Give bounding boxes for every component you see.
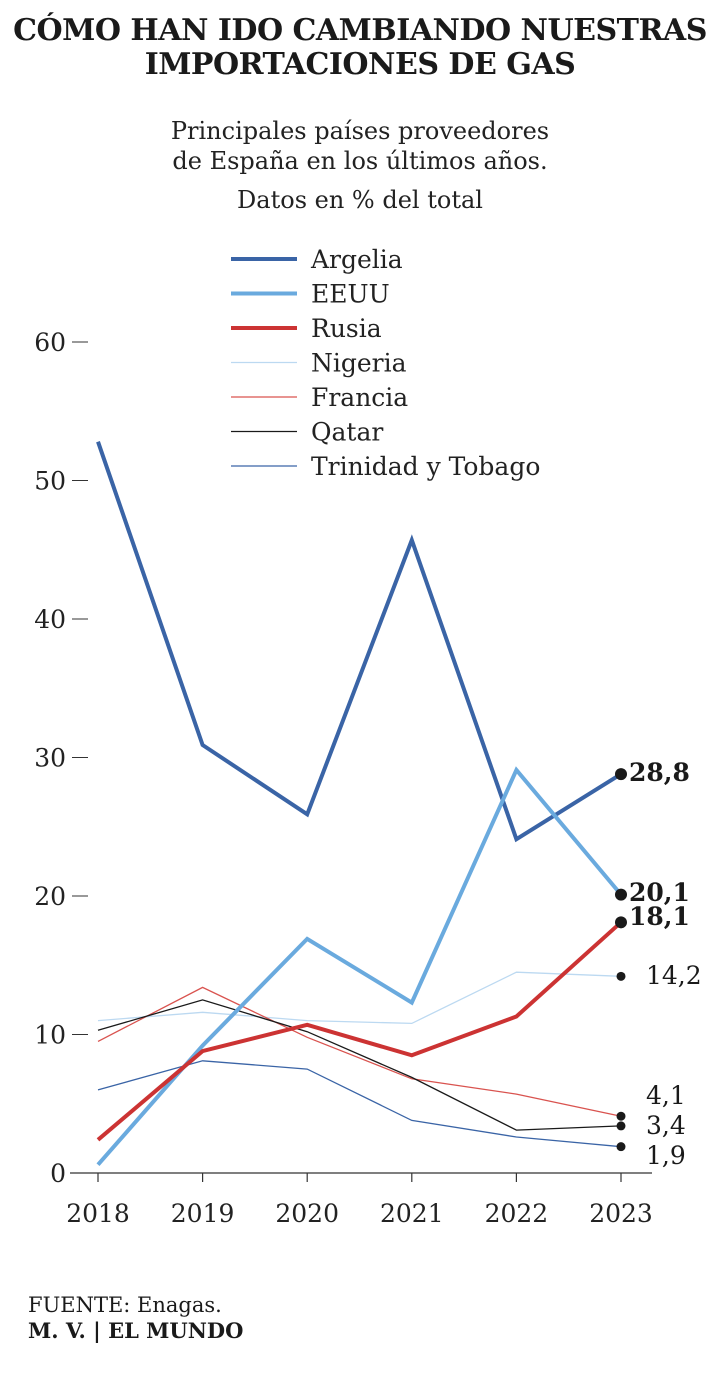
end-label-eeuu: 20,1 (629, 878, 690, 907)
legend-label-francia: Francia (311, 383, 408, 412)
legend-label-nigeria: Nigeria (311, 349, 407, 378)
y-tick-label: 50 (34, 467, 66, 496)
end-point-francia (616, 1111, 626, 1121)
y-tick-label: 40 (34, 605, 66, 634)
y-tick-label: 0 (50, 1159, 66, 1188)
end-label-francia: 4,1 (646, 1081, 686, 1110)
legend-label-qatar: Qatar (311, 418, 383, 447)
y-tick-label: 30 (34, 744, 66, 773)
series-line-rusia (96, 920, 623, 1142)
credit-line: M. V. | EL MUNDO (28, 1318, 244, 1343)
chart-subtitle-line-2: de España en los últimos años. (172, 147, 548, 175)
x-tick-label: 2019 (171, 1199, 235, 1228)
end-point-argelia (615, 768, 627, 781)
units-note: Datos en % del total (237, 186, 483, 214)
end-point-nigeria (616, 971, 626, 981)
end-point-trinidad-y-tobago (616, 1142, 626, 1152)
x-tick-label: 2023 (589, 1199, 653, 1228)
series-line-argelia (96, 441, 623, 843)
x-tick-label: 2022 (485, 1199, 549, 1228)
x-tick-label: 2018 (66, 1199, 130, 1228)
end-point-qatar (616, 1121, 626, 1131)
chart-title-line-1: CÓMO HAN IDO CAMBIANDO NUESTRAS (13, 13, 707, 48)
x-tick-label: 2021 (380, 1199, 444, 1228)
footer: FUENTE: Enagas. M. V. | EL MUNDO (28, 1292, 243, 1344)
chart-title: CÓMO HAN IDO CAMBIANDO NUESTRAS IMPORTAC… (0, 14, 720, 82)
y-tick-label: 60 (34, 328, 66, 357)
y-tick-label: 10 (34, 1021, 66, 1050)
legend-label-eeuu: EEUU (311, 280, 390, 309)
series-line-eeuu (96, 766, 623, 1167)
chart-subtitle: Principales países proveedores de España… (0, 116, 720, 176)
end-label-rusia: 18,1 (629, 902, 690, 931)
end-label-qatar: 3,4 (646, 1111, 686, 1140)
chart-subtitle-line-1: Principales países proveedores (170, 117, 550, 145)
end-label-nigeria: 14,2 (646, 961, 702, 990)
legend-label-argelia: Argelia (310, 245, 403, 274)
end-label-trinidad-y-tobago: 1,9 (646, 1141, 686, 1170)
x-tick-label: 2020 (275, 1199, 339, 1228)
series-line-qatar (97, 999, 622, 1131)
line-chart: 0 10 20 30 40 50 60 2018 2019 2020 2021 2022 2023 28,… (34, 245, 702, 1228)
end-point-rusia (615, 916, 627, 929)
series-line-francia (97, 986, 622, 1117)
y-tick-label: 20 (34, 882, 66, 911)
legend-label-trinidad-y-tobago: Trinidad y Tobago (311, 452, 540, 481)
source-note: FUENTE: Enagas. (28, 1293, 222, 1317)
chart-title-line-2: IMPORTACIONES DE GAS (144, 47, 576, 82)
series-line-nigeria (97, 971, 622, 1025)
legend-label-rusia: Rusia (311, 314, 382, 343)
end-label-argelia: 28,8 (629, 758, 690, 787)
end-point-eeuu (615, 888, 627, 901)
